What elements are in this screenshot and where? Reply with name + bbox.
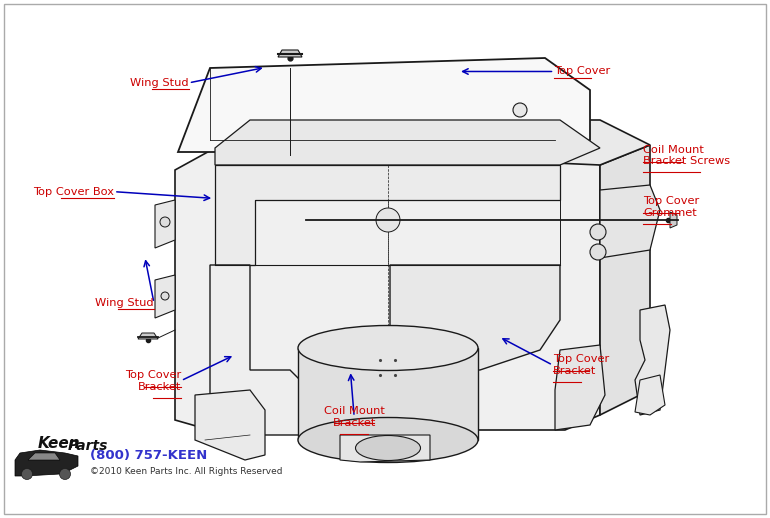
Text: Top Cover Box: Top Cover Box <box>33 186 114 197</box>
Text: (800) 757-KEEN: (800) 757-KEEN <box>90 450 207 463</box>
Circle shape <box>590 244 606 260</box>
Polygon shape <box>215 120 600 165</box>
Text: Top Cover
Grommet: Top Cover Grommet <box>643 196 699 218</box>
Polygon shape <box>278 50 302 57</box>
Text: Wing Stud: Wing Stud <box>95 298 154 308</box>
Polygon shape <box>670 212 677 228</box>
Polygon shape <box>555 345 605 430</box>
Ellipse shape <box>356 436 420 461</box>
Text: Top Cover
Bracket: Top Cover Bracket <box>553 354 609 376</box>
Circle shape <box>160 217 170 227</box>
Polygon shape <box>28 453 60 460</box>
Polygon shape <box>138 333 158 339</box>
Polygon shape <box>175 148 600 430</box>
Text: Wing Stud: Wing Stud <box>130 78 189 88</box>
Polygon shape <box>178 58 590 152</box>
Polygon shape <box>600 185 660 258</box>
Text: Top Cover: Top Cover <box>554 66 611 77</box>
Polygon shape <box>195 390 265 460</box>
Polygon shape <box>210 265 390 435</box>
Text: Coil Mount
Bracket: Coil Mount Bracket <box>323 406 385 428</box>
Text: ©2010 Keen Parts Inc. All Rights Reserved: ©2010 Keen Parts Inc. All Rights Reserve… <box>90 468 283 477</box>
Ellipse shape <box>298 418 478 463</box>
Polygon shape <box>635 375 665 415</box>
Text: Keen: Keen <box>38 436 81 451</box>
Polygon shape <box>340 435 430 462</box>
Text: Parts: Parts <box>68 439 109 453</box>
Circle shape <box>590 224 606 240</box>
Circle shape <box>22 468 32 480</box>
Polygon shape <box>635 305 670 415</box>
Polygon shape <box>155 275 175 318</box>
Circle shape <box>376 208 400 232</box>
Polygon shape <box>15 450 78 476</box>
Polygon shape <box>298 348 478 440</box>
Circle shape <box>513 103 527 117</box>
Text: Coil Mount
Bracket Screws: Coil Mount Bracket Screws <box>643 145 730 166</box>
Circle shape <box>161 292 169 300</box>
Polygon shape <box>390 265 560 390</box>
Ellipse shape <box>298 325 478 370</box>
Text: Top Cover
Bracket: Top Cover Bracket <box>125 370 181 392</box>
Polygon shape <box>215 120 650 165</box>
Polygon shape <box>600 145 650 415</box>
Polygon shape <box>215 165 560 265</box>
Circle shape <box>59 468 71 480</box>
Polygon shape <box>155 200 175 248</box>
